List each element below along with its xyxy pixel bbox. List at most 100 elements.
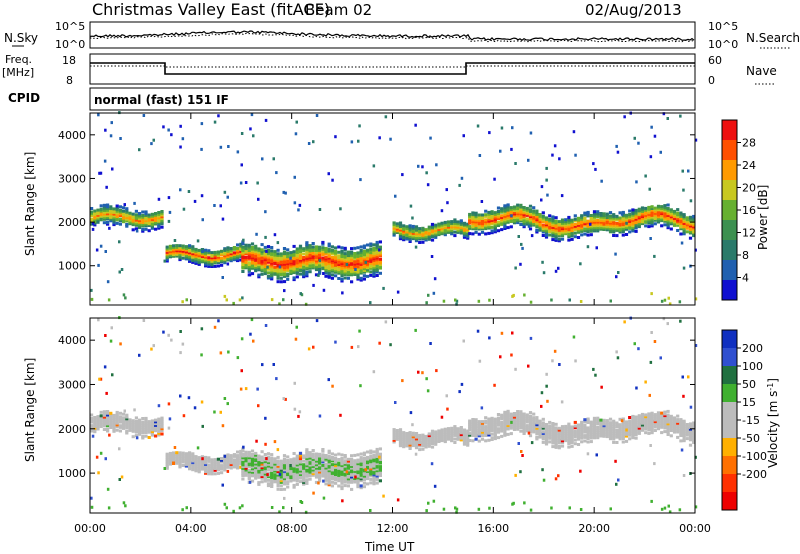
power-cell — [450, 225, 454, 229]
velocity-cell — [480, 437, 485, 441]
power-cell — [506, 213, 510, 217]
velocity-cell — [446, 432, 451, 436]
velocity-cell — [456, 427, 460, 431]
power-cell — [157, 216, 161, 220]
power-cell — [337, 268, 341, 272]
velocity-cell — [548, 426, 552, 430]
velocity-cell — [167, 333, 170, 337]
power-cell — [314, 268, 319, 272]
velocity-cell — [434, 432, 438, 436]
range-tick-label: 4000 — [58, 334, 86, 347]
velocity-cell — [548, 435, 552, 439]
velocity-cell — [579, 469, 582, 473]
velocity-cell — [289, 467, 293, 471]
power-cell — [490, 215, 494, 219]
velocity-cell — [257, 472, 261, 476]
velocity-cell — [254, 469, 258, 473]
power-cell — [624, 215, 629, 219]
velocity-cell — [490, 418, 494, 422]
velocity-cell — [128, 427, 132, 431]
power-cell — [538, 213, 542, 216]
velocity-cell — [216, 464, 220, 468]
power-cell — [314, 262, 319, 266]
power-cell — [343, 260, 347, 264]
power-cell — [340, 265, 344, 269]
power-cell — [666, 213, 670, 217]
velocity-cell — [321, 456, 325, 460]
power-cell — [201, 250, 204, 253]
power-cell — [141, 227, 145, 231]
velocity-cell — [350, 470, 354, 474]
power-cell — [125, 224, 129, 228]
time-axis-label: Time UT — [364, 540, 415, 554]
velocity-cell — [427, 435, 431, 439]
power-cell — [599, 226, 603, 229]
power-cell — [496, 206, 501, 210]
velocity-cell — [685, 431, 689, 435]
power-cell — [112, 221, 116, 225]
power-cell — [118, 214, 122, 217]
power-cell — [357, 139, 360, 143]
velocity-cell — [263, 472, 267, 476]
velocity-cell — [521, 454, 524, 457]
power-cell — [188, 244, 192, 248]
power-cell — [459, 226, 463, 230]
velocity-cell — [405, 432, 409, 435]
power-cell — [99, 244, 103, 248]
velocity-cell — [692, 437, 696, 441]
power-cell — [270, 268, 274, 272]
velocity-cell — [434, 437, 438, 441]
velocity-cell — [141, 425, 145, 429]
power-cell — [640, 215, 645, 219]
power-cell — [308, 249, 312, 253]
velocity-cell — [392, 440, 396, 444]
velocity-cell — [522, 426, 526, 430]
velocity-cell — [602, 420, 606, 424]
velocity-cell — [343, 466, 347, 470]
power-cell — [392, 224, 396, 228]
power-cell — [402, 227, 406, 231]
velocity-cell — [305, 450, 309, 453]
velocity-cell — [311, 452, 315, 456]
power-cell — [375, 249, 379, 253]
power-cell — [468, 216, 472, 220]
power-cell — [624, 227, 629, 231]
velocity-cell — [318, 470, 322, 474]
power-cell — [653, 218, 657, 222]
power-cell — [165, 254, 169, 258]
velocity-cell — [402, 438, 406, 442]
power-cell — [425, 171, 428, 175]
velocity-cell — [298, 474, 303, 478]
power-cell — [450, 232, 454, 236]
velocity-cell — [210, 467, 214, 471]
velocity-cell — [350, 459, 354, 463]
power-cell — [99, 211, 103, 215]
velocity-cell — [175, 453, 179, 456]
velocity-cell — [557, 430, 561, 434]
velocity-cell — [346, 464, 350, 468]
velocity-cell — [493, 422, 497, 426]
velocity-cell — [260, 475, 264, 478]
power-cell — [168, 255, 172, 259]
power-cell — [270, 261, 274, 265]
velocity-cell — [295, 454, 299, 458]
velocity-cell — [247, 456, 251, 460]
power-cell — [346, 262, 350, 266]
velocity-cell — [343, 461, 347, 465]
velocity-cell — [535, 428, 539, 432]
power-cell — [682, 228, 686, 232]
velocity-cell — [589, 424, 593, 428]
power-cell — [459, 221, 463, 224]
power-cell — [318, 266, 322, 270]
power-cell — [350, 252, 354, 256]
power-cell — [229, 252, 233, 256]
power-cell — [583, 222, 587, 226]
power-cell — [337, 277, 341, 280]
velocity-cell — [314, 475, 319, 479]
power-cell — [682, 225, 686, 229]
power-cell — [557, 220, 561, 224]
velocity-cell — [589, 440, 593, 444]
power-cell — [647, 219, 651, 223]
velocity-cell — [286, 485, 290, 489]
power-cell — [321, 249, 325, 253]
